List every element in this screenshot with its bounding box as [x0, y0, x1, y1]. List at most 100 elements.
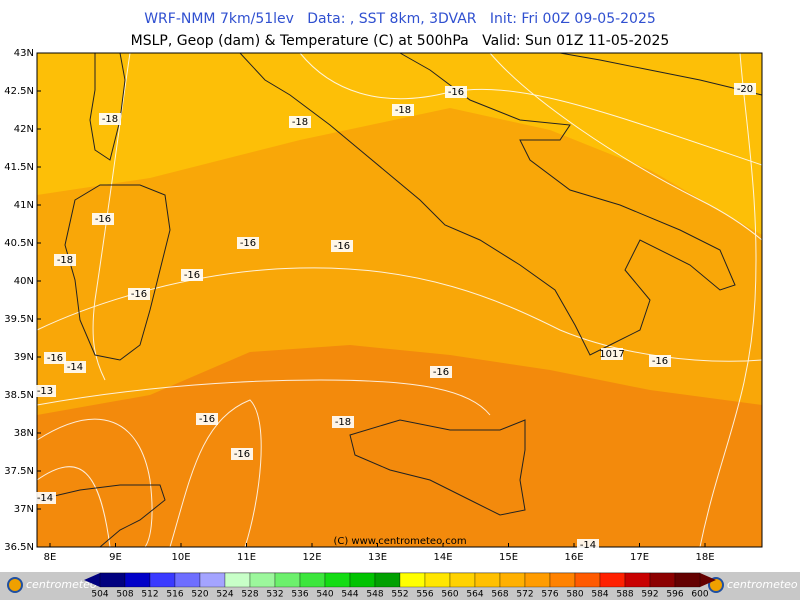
colorbar-label: 596 [666, 590, 683, 600]
colorbar-label: 576 [541, 590, 558, 600]
contour-label-bg [181, 269, 203, 281]
colorbar-label: 592 [641, 590, 658, 600]
lat-label: 36.5N [4, 542, 34, 553]
contour-label: -18 [292, 117, 308, 128]
contour-label-bg [64, 361, 86, 373]
contour-label: -16 [240, 238, 256, 249]
colorbar-swatch [524, 572, 551, 588]
map-area [36, 52, 763, 548]
contour-label: -18 [102, 114, 118, 125]
contour-label: -16 [652, 356, 668, 367]
colorbar-label: 524 [216, 590, 233, 600]
contour-label-bg [196, 413, 218, 425]
lon-label: 11E [237, 552, 256, 563]
contour-label: -18 [395, 105, 411, 116]
colorbar-label: 508 [116, 590, 133, 600]
contour-label: -18 [335, 417, 351, 428]
colorbar-swatch [99, 572, 126, 588]
colorbar-arrow-left [84, 573, 100, 587]
contour-label-bg [332, 416, 354, 428]
coastlines [36, 52, 763, 548]
colorbar-label: 584 [591, 590, 608, 600]
contour-label-bg [601, 348, 623, 360]
contour-label-bg [34, 492, 56, 504]
logo-right: centrometeo [727, 578, 798, 591]
contour-label: -16 [131, 289, 147, 300]
contour-label: -16 [47, 353, 63, 364]
colorbar-label: 564 [466, 590, 483, 600]
lat-label: 38N [14, 428, 34, 439]
colorbar-label: 540 [316, 590, 333, 600]
colorbar-swatch [199, 572, 226, 588]
contour-label-bg [231, 448, 253, 460]
contour-label-bg [734, 83, 756, 95]
lon-label: 16E [564, 552, 583, 563]
lat-label: 39.5N [4, 314, 34, 325]
lon-label: 15E [499, 552, 518, 563]
colorbar-swatch [399, 572, 426, 588]
colorbar-label: 516 [166, 590, 183, 600]
contour-label-bg [289, 116, 311, 128]
contour-label: -14 [580, 540, 596, 551]
contour-label: -14 [67, 362, 83, 373]
colorbar-swatch [624, 572, 651, 588]
colorbar-label: 528 [241, 590, 258, 600]
colorbar-label: 600 [691, 590, 708, 600]
contour-label-bg [237, 237, 259, 249]
contour-label: -16 [334, 241, 350, 252]
colorbar-label: 512 [141, 590, 158, 600]
lat-label: 42N [14, 124, 34, 135]
contour-label-bg [577, 539, 599, 551]
lat-label: 38.5N [4, 390, 34, 401]
colorbar-label: 568 [491, 590, 508, 600]
contour-label-bg [392, 104, 414, 116]
contour-label: -18 [57, 255, 73, 266]
logo-left: centrometeo [26, 578, 97, 591]
colorbar-label: 536 [291, 590, 308, 600]
logo-icon [7, 577, 23, 593]
lon-label: 18E [695, 552, 714, 563]
colorbar-swatch [249, 572, 276, 588]
copyright: (C) www.centrometeo.com [333, 536, 466, 547]
contour-label-bg [44, 352, 66, 364]
colorbar-label: 580 [566, 590, 583, 600]
colorbar-arrow-right [700, 573, 716, 587]
lon-label: 8E [44, 552, 57, 563]
lat-label: 41.5N [4, 162, 34, 173]
colorbar-swatch [424, 572, 451, 588]
contour-label: -14 [37, 493, 53, 504]
contour-label: -16 [448, 87, 464, 98]
contours [36, 52, 763, 548]
colorbar-swatch [224, 572, 251, 588]
colorbar-label: 552 [391, 590, 408, 600]
colorbar-label: 532 [266, 590, 283, 600]
colorbar-swatch [349, 572, 376, 588]
contour-label: -16 [234, 449, 250, 460]
contour-label-bg [99, 113, 121, 125]
contour-label: -16 [184, 270, 200, 281]
colorbar-label: 556 [416, 590, 433, 600]
lat-label: 43N [14, 48, 34, 59]
colorbar-swatch [174, 572, 201, 588]
lat-label: 41N [14, 200, 34, 211]
lon-label: 13E [368, 552, 387, 563]
colorbar-label: 544 [341, 590, 358, 600]
contour-label-bg [649, 355, 671, 367]
contour-label-bg [128, 288, 150, 300]
contour-label-bg [54, 254, 76, 266]
colorbar-swatch [574, 572, 601, 588]
colorbar-swatch [274, 572, 301, 588]
lon-label: 10E [171, 552, 190, 563]
colorbar-swatch [674, 572, 701, 588]
colorbar-label: 588 [616, 590, 633, 600]
contour-label: -20 [737, 84, 753, 95]
lon-label: 14E [433, 552, 452, 563]
colorbar-label: 548 [366, 590, 383, 600]
contour-label-bg [92, 213, 114, 225]
colorbar-swatch [649, 572, 676, 588]
lat-label: 40N [14, 276, 34, 287]
contour-label: -13 [37, 386, 53, 397]
lat-label: 39N [14, 352, 34, 363]
header-line1: WRF-NMM 7km/51lev Data: , SST 8km, 3DVAR… [144, 11, 656, 27]
